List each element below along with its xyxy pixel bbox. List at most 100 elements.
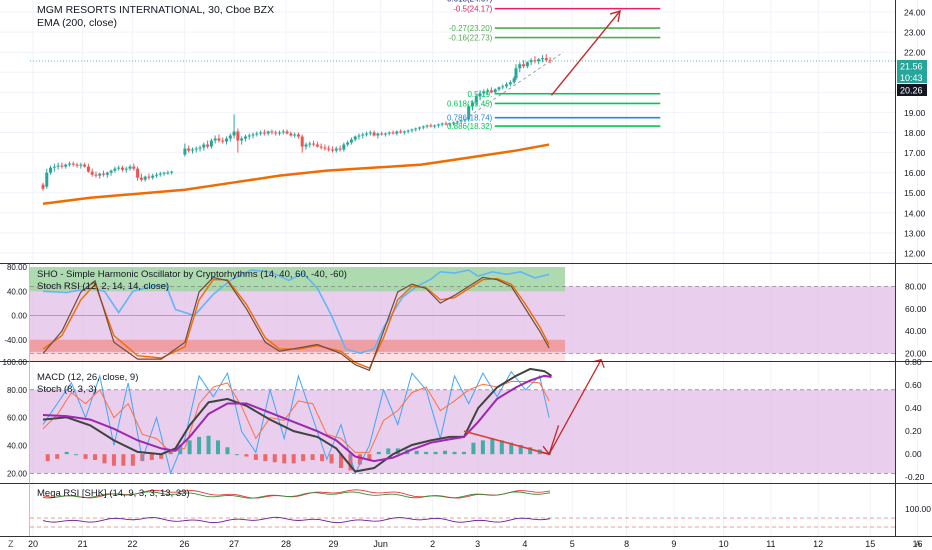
candle-body <box>274 132 278 134</box>
x-tick-label: 29 <box>328 539 338 549</box>
candle-body <box>243 136 247 139</box>
candle-body <box>79 164 83 166</box>
x-tick-label: 26 <box>179 539 189 549</box>
candle-body <box>206 144 210 147</box>
macd-right-tick-label: 0.20 <box>905 426 922 436</box>
fib-level-label: -0.27(23.20) <box>449 24 493 33</box>
sho-legend[interactable]: SHO - Simple Harmonic Oscillator by Cryp… <box>37 269 347 280</box>
candle-body <box>296 134 300 137</box>
candle-body <box>372 132 376 136</box>
candle-body <box>493 89 497 93</box>
candle-body <box>421 126 425 128</box>
macd-left-tick-label: 80.00 <box>7 386 28 395</box>
candle-body <box>444 123 448 125</box>
x-tick-label: 10 <box>719 539 729 549</box>
price-tick-label: 16.00 <box>904 168 926 178</box>
candle-body <box>213 138 217 141</box>
candle-body <box>486 90 490 92</box>
candle-body <box>228 135 232 139</box>
ema-200-line <box>42 143 550 206</box>
macd-histogram-bar <box>159 454 164 459</box>
candle-body <box>338 148 342 150</box>
sho-line <box>42 269 550 354</box>
ema-legend[interactable]: EMA (200, close) <box>37 17 117 29</box>
macd-histogram-bar <box>291 454 296 464</box>
candle-body <box>414 128 418 130</box>
mega-rsi-legend[interactable]: Mega RSI [SHK] (14, 9, 3, 3, 13, 33) <box>37 488 190 499</box>
candle-body <box>315 144 319 147</box>
candle-body <box>236 131 240 141</box>
x-tick-label: 8 <box>624 539 629 549</box>
macd-legend[interactable]: MACD (12, 26, close, 9) <box>37 372 138 383</box>
candle-body <box>41 184 45 189</box>
candle-body <box>410 129 414 131</box>
candle-body <box>124 168 128 170</box>
candle-body <box>217 138 221 141</box>
stoch-rsi-k-line <box>42 276 550 372</box>
candle-body <box>357 135 361 137</box>
countdown-tag <box>897 72 927 83</box>
macd-histogram-bar <box>253 454 258 460</box>
candle-body <box>247 135 251 137</box>
candle-body <box>425 125 429 127</box>
candle-body <box>278 132 281 134</box>
symbol-title[interactable]: MGM RESORTS INTERNATIONAL, 30, Cboe BZX <box>37 4 274 16</box>
candle-body <box>289 133 293 136</box>
candle-body <box>113 168 117 171</box>
candle-body <box>433 125 437 127</box>
candle-body <box>45 172 49 187</box>
candle-body <box>98 173 102 176</box>
macd-histogram-bar <box>83 454 88 459</box>
candle-body <box>75 164 79 166</box>
candle-body <box>376 133 380 136</box>
price-tick-label: 24.00 <box>904 8 926 18</box>
macd-histogram-bar <box>121 454 126 466</box>
candle-body <box>346 142 350 145</box>
macd-histogram-bar <box>424 451 429 455</box>
candle-body <box>198 147 202 149</box>
macd-histogram-bar <box>386 448 391 455</box>
sho-oversold-zone <box>30 351 565 361</box>
macd-histogram-bar <box>452 451 457 455</box>
candle-body <box>52 166 56 168</box>
candle-body <box>308 143 312 145</box>
ema-value: 20.26 <box>900 86 923 96</box>
candle-body <box>251 134 255 136</box>
candle-body <box>327 148 331 150</box>
x-tick-label: 21 <box>78 539 88 549</box>
candle-body <box>312 143 316 145</box>
auto-scale-icon[interactable]: A <box>915 539 921 549</box>
candle-body <box>429 125 433 127</box>
macd-histogram-bar <box>376 451 381 455</box>
candle-body <box>452 122 456 124</box>
candle-body <box>387 132 391 134</box>
candle-body <box>482 91 486 94</box>
candle-body <box>183 148 187 155</box>
price-tick-label: 15.00 <box>904 188 926 198</box>
macd-histogram-bar <box>320 454 325 462</box>
candle-body <box>368 132 372 134</box>
sho-overbought-zone <box>30 267 565 292</box>
candle-body <box>232 131 236 136</box>
x-tick-label: Jun <box>373 539 388 549</box>
macd-histogram-bar <box>499 440 504 455</box>
candle-body <box>505 84 509 87</box>
macd-histogram-bar <box>338 454 343 469</box>
candle-body <box>512 78 516 83</box>
stoch-legend[interactable]: Stoch (8, 3, 3) <box>37 384 97 395</box>
macd-histogram-bar <box>301 454 306 462</box>
macd-histogram-bar <box>64 451 69 455</box>
trend-line <box>468 51 564 117</box>
x-tick-label: 2 <box>430 539 435 549</box>
zoom-icon[interactable]: Z <box>8 539 14 549</box>
macd-histogram-bar <box>111 454 116 466</box>
candle-body <box>342 144 346 150</box>
stoch-rsi-legend[interactable]: Stoch RSI (12, 2, 14, 14, close) <box>37 281 169 292</box>
macd-histogram-bar <box>225 447 230 455</box>
candle-body <box>349 139 353 143</box>
candle-body <box>190 149 194 151</box>
stoch-k-line <box>42 370 550 475</box>
x-tick-label: 12 <box>813 539 823 549</box>
candle-body <box>514 68 518 79</box>
mega-signal-line <box>42 491 551 499</box>
